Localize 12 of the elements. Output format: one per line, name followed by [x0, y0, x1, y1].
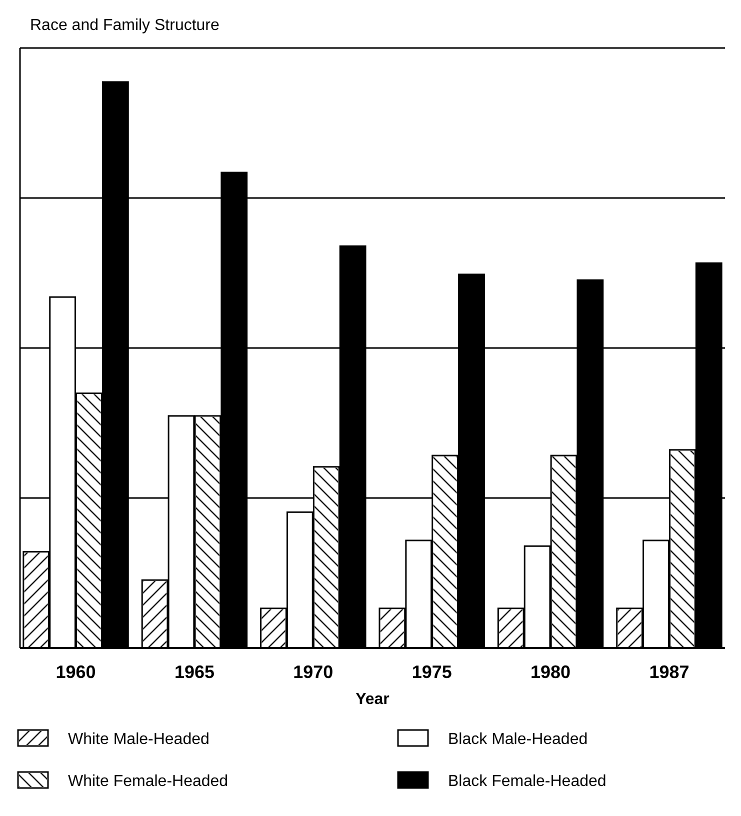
x-tick-label: 1965: [174, 662, 214, 682]
legend-label: Black Female-Headed: [448, 773, 606, 790]
legend-label: Black Male-Headed: [448, 731, 588, 748]
x-tick-label: 1975: [412, 662, 452, 682]
legend-label: White Female-Headed: [68, 773, 228, 790]
legend-label: White Male-Headed: [68, 731, 210, 748]
x-tick-label: 1970: [293, 662, 334, 682]
x-tick-label: 1987: [649, 662, 690, 682]
x-tick-label: 1960: [56, 662, 96, 682]
x-tick-label: 1980: [530, 662, 571, 682]
chart-title: Race and Family Structure: [30, 17, 220, 34]
x-axis-title: Year: [356, 691, 390, 708]
